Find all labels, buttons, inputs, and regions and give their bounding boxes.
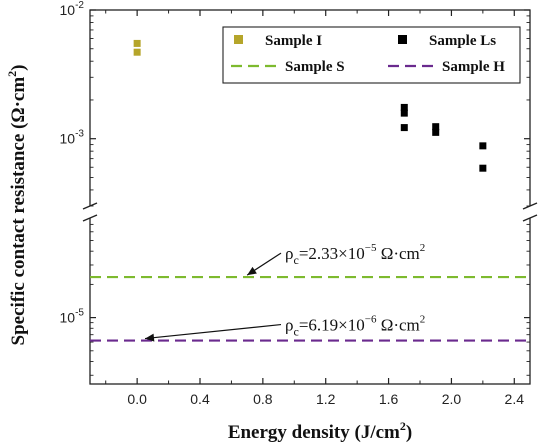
annotation-arrowhead bbox=[145, 333, 155, 342]
y-tick-label: 10-5 bbox=[60, 308, 85, 326]
legend-box bbox=[222, 26, 521, 84]
axis-break-gap bbox=[524, 206, 536, 218]
annotation-text: ρc=2.33×10−5 Ω·cm2 bbox=[285, 242, 425, 267]
plot-frame bbox=[89, 9, 531, 385]
x-tick-label: 1.2 bbox=[316, 391, 336, 407]
legend-label: Sample H bbox=[442, 59, 505, 75]
legend-label: Sample Ls bbox=[429, 33, 496, 49]
data-point-sample-ls bbox=[479, 142, 487, 150]
y-tick-label: 10-3 bbox=[60, 129, 85, 147]
data-point-sample-ls bbox=[432, 128, 440, 136]
axis-break-gap bbox=[84, 206, 96, 218]
x-tick-label: 2.0 bbox=[442, 391, 462, 407]
data-point-sample-ls bbox=[432, 123, 440, 131]
x-tick-label: 0.0 bbox=[127, 391, 147, 407]
legend-swatch bbox=[398, 35, 407, 44]
annotations: ρc=2.33×10−5 Ω·cm2 ρc=6.19×10−6 Ω·cm2 bbox=[144, 242, 425, 342]
x-tick-label: 2.4 bbox=[505, 391, 525, 407]
legend-swatch bbox=[234, 35, 243, 44]
x-tick-label: 0.8 bbox=[253, 391, 273, 407]
annotation-arrowhead bbox=[247, 266, 257, 276]
x-tick-label: 1.6 bbox=[379, 391, 399, 407]
data-point-sample-i bbox=[133, 39, 141, 47]
legend: Sample I Sample Ls Sample S Sample H bbox=[222, 26, 521, 84]
legend-label: Sample S bbox=[285, 59, 345, 75]
data-point-sample-ls bbox=[400, 103, 408, 111]
data-point-sample-ls bbox=[400, 109, 408, 117]
axis-break-mark bbox=[522, 214, 538, 222]
annotation-text: ρc=6.19×10−6 Ω·cm2 bbox=[285, 314, 425, 339]
data-point-sample-ls bbox=[479, 164, 487, 172]
annotation-arrow bbox=[144, 323, 282, 340]
data-point-sample-i bbox=[133, 48, 141, 56]
legend-label: Sample I bbox=[265, 33, 322, 49]
y-tick-label: 10-2 bbox=[60, 0, 85, 18]
axis-break-mark bbox=[82, 214, 98, 222]
x-axis-title: Energy density (J/cm2) bbox=[228, 419, 412, 443]
x-tick-label: 0.4 bbox=[190, 391, 210, 407]
y-axis-title: Specific contact resistance (Ω·cm2) bbox=[5, 65, 29, 346]
data-point-sample-ls bbox=[400, 124, 408, 132]
